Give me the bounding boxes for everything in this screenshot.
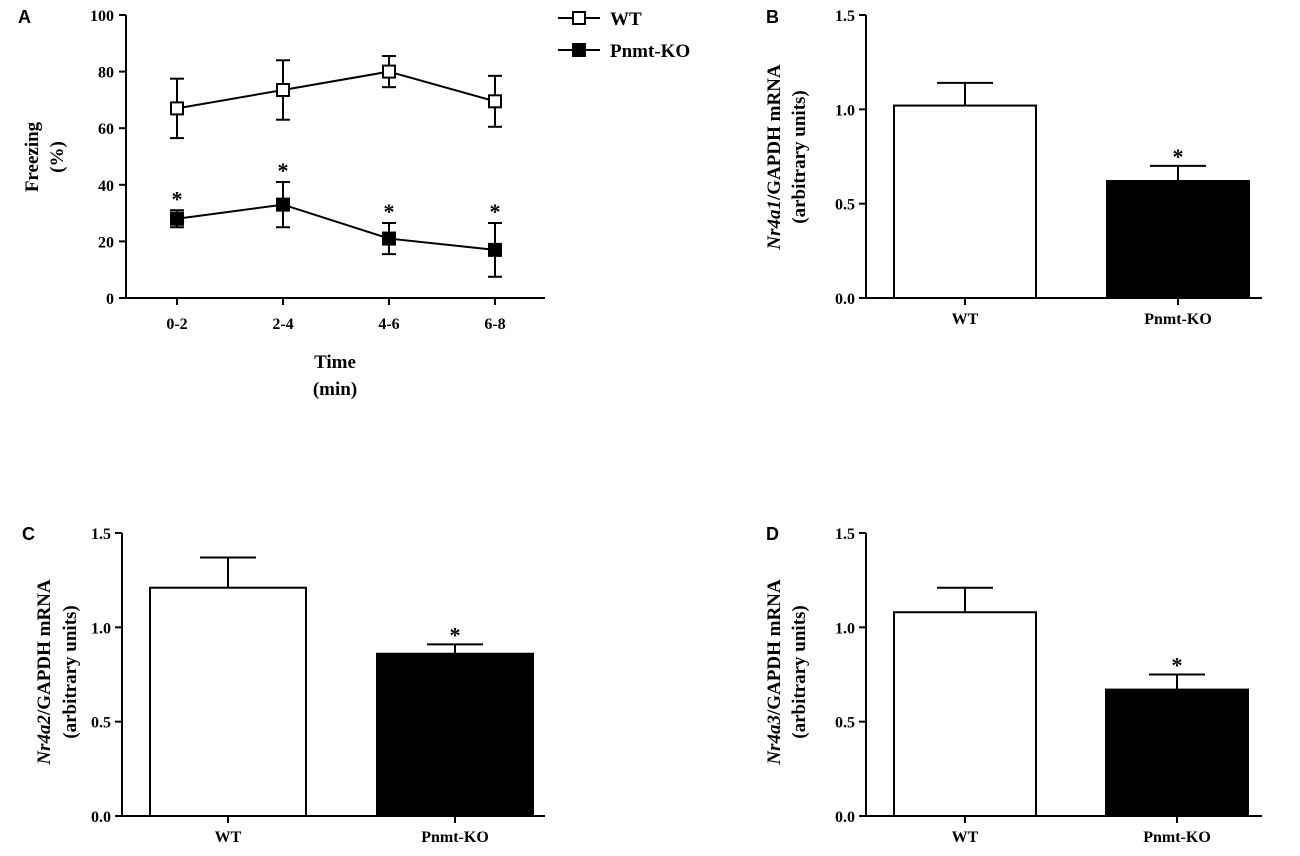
x-tick-label: Pnmt-KO [421, 829, 489, 846]
data-point-wt [276, 82, 290, 97]
bar-wt [893, 104, 1037, 299]
y-tick-label: 0.0 [91, 809, 111, 826]
x-tick-label: 6-8 [484, 316, 505, 333]
series-line-pnmt-ko [176, 203, 496, 251]
y-tick-label: 0.5 [91, 715, 111, 732]
bar-chart-nr4a3: 0.0 0.5 1.0 1.5 WT Pnmt-KO * Nr4a3/GAPDH mRNA (a… [764, 526, 1262, 846]
gene-name: Nr4a3 [764, 715, 785, 766]
panel-label-d: D [766, 524, 779, 544]
legend-label: WT [610, 9, 642, 30]
y-axis-units: (arbitrary units) [789, 605, 810, 739]
panel-label-a: A [18, 7, 31, 27]
x-tick-label: WT [952, 311, 979, 328]
panel-label-c: C [22, 524, 35, 544]
legend-label: Pnmt-KO [610, 41, 690, 62]
bar-pnmt-ko [1106, 180, 1250, 300]
significance-star: * [172, 186, 183, 211]
x-axis-units: (min) [313, 379, 357, 400]
panel-label-b: B [766, 7, 779, 27]
y-tick-label: 1.0 [91, 620, 111, 637]
significance-star: * [384, 199, 395, 224]
y-axis-title: Nr4a2/GAPDH mRNA [34, 579, 55, 766]
data-point-pnmt-ko [276, 197, 290, 212]
bar-pnmt-ko [376, 652, 534, 817]
data-point-pnmt-ko [170, 211, 184, 226]
y-tick-label: 0.0 [835, 291, 855, 308]
y-tick-label: 0.5 [835, 715, 855, 732]
significance-star: * [1172, 653, 1183, 678]
y-axis-units: (%) [47, 141, 68, 173]
legend-marker [572, 43, 586, 57]
x-tick-label: 0-2 [166, 316, 187, 333]
x-axis-title: Time [314, 352, 356, 373]
bar-pnmt-ko [1105, 688, 1249, 817]
y-tick-label: 1.5 [835, 526, 855, 543]
bar-chart-nr4a1: 0.0 0.5 1.0 1.5 WT Pnmt-KO * Nr4a1/GAPDH mRNA (a… [764, 8, 1262, 328]
y-axis-title: Freezing [22, 121, 43, 192]
y-tick-label: 0.0 [835, 809, 855, 826]
significance-star: * [490, 199, 501, 224]
y-tick-label: 1.5 [835, 8, 855, 25]
y-tick-label: 80 [98, 65, 114, 82]
legend-marker [572, 11, 586, 25]
significance-star: * [1173, 144, 1184, 169]
data-point-wt [488, 94, 502, 109]
data-point-pnmt-ko [382, 231, 396, 246]
x-tick-label: WT [215, 829, 242, 846]
y-axis-units: (arbitrary units) [789, 90, 810, 224]
y-tick-label: 60 [98, 121, 114, 138]
significance-star: * [450, 622, 461, 647]
series-line-wt [176, 70, 496, 110]
y-tick-label: 1.0 [835, 102, 855, 119]
y-tick-label: 1.5 [91, 526, 111, 543]
data-point-pnmt-ko [488, 242, 502, 257]
bar-wt [149, 586, 307, 817]
y-axis-title: Nr4a3/GAPDH mRNA [764, 579, 785, 766]
y-tick-label: 100 [90, 8, 114, 25]
y-axis-title-rest: /GAPDH mRNA [764, 579, 785, 716]
gene-name: Nr4a2 [34, 715, 55, 766]
y-tick-label: 1.0 [835, 620, 855, 637]
y-tick-label: 40 [98, 178, 114, 195]
data-point-wt [382, 64, 396, 79]
y-axis-title-rest: /GAPDH mRNA [764, 64, 785, 201]
x-tick-label: 2-4 [272, 316, 293, 333]
y-axis-title-rest: /GAPDH mRNA [34, 579, 55, 716]
x-tick-label: WT [952, 829, 979, 846]
x-tick-label: Pnmt-KO [1143, 829, 1211, 846]
bar-chart-nr4a2: 0.0 0.5 1.0 1.5 WT Pnmt-KO * Nr4a2/GAPDH mRNA (a… [34, 526, 545, 846]
y-tick-label: 0.5 [835, 197, 855, 214]
significance-star: * [278, 158, 289, 183]
x-tick-label: Pnmt-KO [1144, 311, 1212, 328]
y-axis-units: (arbitrary units) [60, 605, 81, 739]
data-point-wt [170, 101, 184, 116]
y-tick-label: 20 [98, 234, 114, 251]
y-tick-label: 0 [106, 291, 114, 308]
bar-wt [893, 611, 1037, 817]
x-tick-label: 4-6 [378, 316, 399, 333]
y-axis-title: Nr4a1/GAPDH mRNA [764, 64, 785, 251]
gene-name: Nr4a1 [764, 200, 785, 251]
line-chart-freezing: 0 20 40 60 80 100 0-2 2-4 4-6 6-8 Time (min) Freezin… [22, 8, 690, 400]
